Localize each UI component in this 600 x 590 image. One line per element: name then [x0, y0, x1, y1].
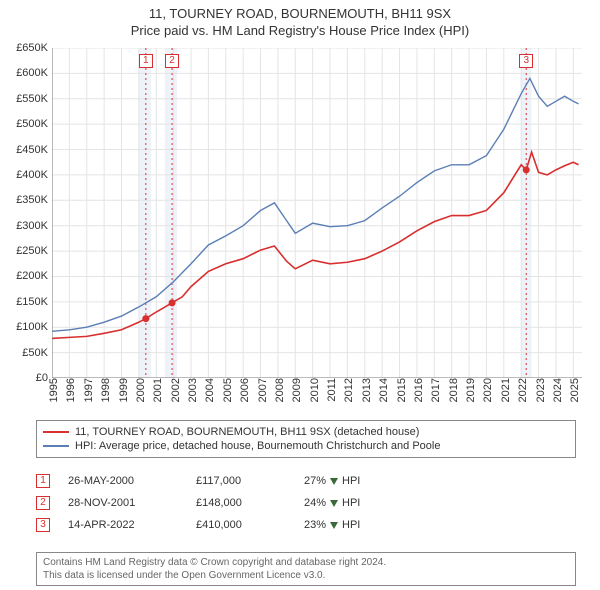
sale-diff-label: HPI	[342, 519, 360, 531]
x-tick-label: 1998	[100, 378, 112, 402]
sale-row: 2 28-NOV-2001 £148,000 24% HPI	[36, 492, 576, 514]
sale-date: 28-NOV-2001	[68, 497, 178, 509]
chart: £0£50K£100K£150K£200K£250K£300K£350K£400…	[52, 48, 582, 378]
sale-diff-pct: 24%	[304, 497, 326, 509]
x-tick-label: 2024	[552, 378, 564, 402]
chart-svg	[52, 48, 582, 378]
sale-diff: 24% HPI	[304, 497, 360, 509]
arrow-down-icon	[330, 522, 338, 529]
y-tick-label: £550K	[16, 93, 52, 105]
title-block: 11, TOURNEY ROAD, BOURNEMOUTH, BH11 9SX …	[0, 0, 600, 40]
x-tick-label: 2015	[396, 378, 408, 402]
arrow-down-icon	[330, 500, 338, 507]
sale-price: £117,000	[196, 475, 286, 487]
x-tick-label: 2010	[309, 378, 321, 402]
y-tick-label: £200K	[16, 270, 52, 282]
x-tick-label: 2004	[204, 378, 216, 402]
x-tick-label: 2021	[500, 378, 512, 402]
title-subtitle: Price paid vs. HM Land Registry's House …	[0, 23, 600, 38]
footer-line1: Contains HM Land Registry data © Crown c…	[43, 556, 569, 569]
y-tick-label: £500K	[16, 118, 52, 130]
x-tick-label: 2009	[291, 378, 303, 402]
x-tick-label: 2014	[378, 378, 390, 402]
x-tick-label: 1999	[118, 378, 130, 402]
sale-diff-pct: 23%	[304, 519, 326, 531]
x-tick-label: 2001	[152, 378, 164, 402]
x-tick-label: 1995	[48, 378, 60, 402]
x-tick-label: 2025	[569, 378, 581, 402]
x-tick-label: 1997	[83, 378, 95, 402]
sale-diff: 23% HPI	[304, 519, 360, 531]
x-tick-label: 2007	[257, 378, 269, 402]
y-tick-label: £600K	[16, 67, 52, 79]
sale-price: £148,000	[196, 497, 286, 509]
legend-item: HPI: Average price, detached house, Bour…	[43, 439, 569, 453]
sale-marker: 1	[36, 474, 50, 488]
x-tick-label: 2005	[222, 378, 234, 402]
sales-table: 1 26-MAY-2000 £117,000 27% HPI 2 28-NOV-2001 £1…	[36, 470, 576, 536]
x-tick-label: 2013	[361, 378, 373, 402]
arrow-down-icon	[330, 478, 338, 485]
x-tick-label: 1996	[65, 378, 77, 402]
x-tick-label: 2002	[170, 378, 182, 402]
x-tick-label: 2023	[535, 378, 547, 402]
y-tick-label: £350K	[16, 194, 52, 206]
legend-label: HPI: Average price, detached house, Bour…	[75, 440, 440, 452]
sale-date: 14-APR-2022	[68, 519, 178, 531]
legend-label: 11, TOURNEY ROAD, BOURNEMOUTH, BH11 9SX …	[75, 426, 419, 438]
sale-marker: 2	[36, 496, 50, 510]
sale-row: 1 26-MAY-2000 £117,000 27% HPI	[36, 470, 576, 492]
x-tick-label: 2019	[465, 378, 477, 402]
legend-swatch	[43, 431, 69, 433]
sale-row: 3 14-APR-2022 £410,000 23% HPI	[36, 514, 576, 536]
event-marker: 3	[519, 54, 533, 68]
x-tick-label: 2012	[343, 378, 355, 402]
x-tick-label: 2003	[187, 378, 199, 402]
y-tick-label: £400K	[16, 169, 52, 181]
title-address: 11, TOURNEY ROAD, BOURNEMOUTH, BH11 9SX	[0, 6, 600, 21]
sale-date: 26-MAY-2000	[68, 475, 178, 487]
x-tick-label: 2006	[239, 378, 251, 402]
y-tick-label: £450K	[16, 144, 52, 156]
y-tick-label: £250K	[16, 245, 52, 257]
sale-diff: 27% HPI	[304, 475, 360, 487]
legend-swatch	[43, 445, 69, 447]
x-tick-label: 2018	[448, 378, 460, 402]
legend-item: 11, TOURNEY ROAD, BOURNEMOUTH, BH11 9SX …	[43, 425, 569, 439]
y-tick-label: £300K	[16, 220, 52, 232]
footer-line2: This data is licensed under the Open Gov…	[43, 569, 569, 582]
x-tick-label: 2017	[430, 378, 442, 402]
x-tick-label: 2008	[274, 378, 286, 402]
sale-price: £410,000	[196, 519, 286, 531]
y-tick-label: £50K	[22, 347, 52, 359]
y-tick-label: £650K	[16, 42, 52, 54]
sale-diff-pct: 27%	[304, 475, 326, 487]
x-tick-label: 2016	[413, 378, 425, 402]
x-tick-label: 2000	[135, 378, 147, 402]
footer: Contains HM Land Registry data © Crown c…	[36, 552, 576, 586]
sale-marker: 3	[36, 518, 50, 532]
y-tick-label: £100K	[16, 321, 52, 333]
event-marker: 2	[165, 54, 179, 68]
page-container: 11, TOURNEY ROAD, BOURNEMOUTH, BH11 9SX …	[0, 0, 600, 590]
event-marker: 1	[139, 54, 153, 68]
x-tick-label: 2020	[482, 378, 494, 402]
x-tick-label: 2011	[326, 378, 338, 402]
sale-diff-label: HPI	[342, 475, 360, 487]
sale-diff-label: HPI	[342, 497, 360, 509]
x-tick-label: 2022	[517, 378, 529, 402]
y-tick-label: £150K	[16, 296, 52, 308]
legend: 11, TOURNEY ROAD, BOURNEMOUTH, BH11 9SX …	[36, 420, 576, 458]
